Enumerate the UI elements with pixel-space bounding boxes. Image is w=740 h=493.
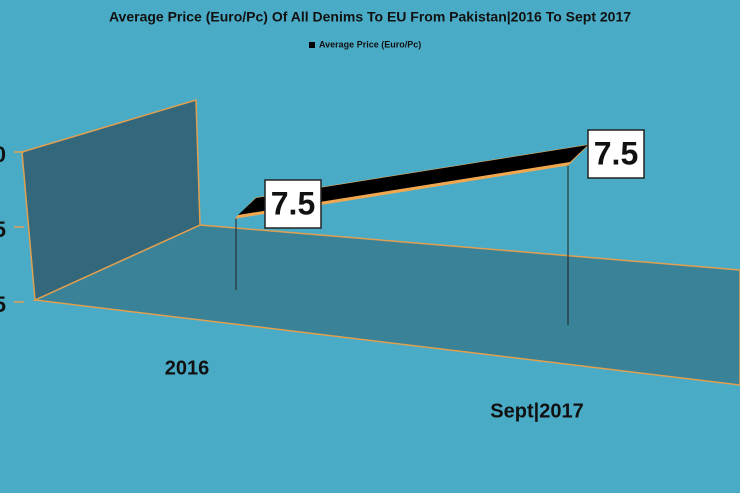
y-tick-label: 10 [0, 142, 6, 167]
back-wall [21, 99, 201, 302]
legend-swatch [309, 42, 315, 48]
chart-title: Average Price (Euro/Pc) Of All Denims To… [109, 9, 631, 25]
data-label: 7.5 [594, 135, 638, 171]
legend-label: Average Price (Euro/Pc) [319, 39, 421, 49]
data-label-box [587, 129, 645, 179]
y-tick-label: 5 [0, 292, 6, 317]
data-label: 7.5 [271, 185, 315, 221]
x-tick-label: Sept|2017 [490, 400, 583, 422]
y-tick-label: 7.5 [0, 217, 6, 242]
x-tick-label: 2016 [165, 357, 210, 379]
line-ribbon-top [238, 145, 588, 215]
data-label-box [264, 179, 322, 229]
